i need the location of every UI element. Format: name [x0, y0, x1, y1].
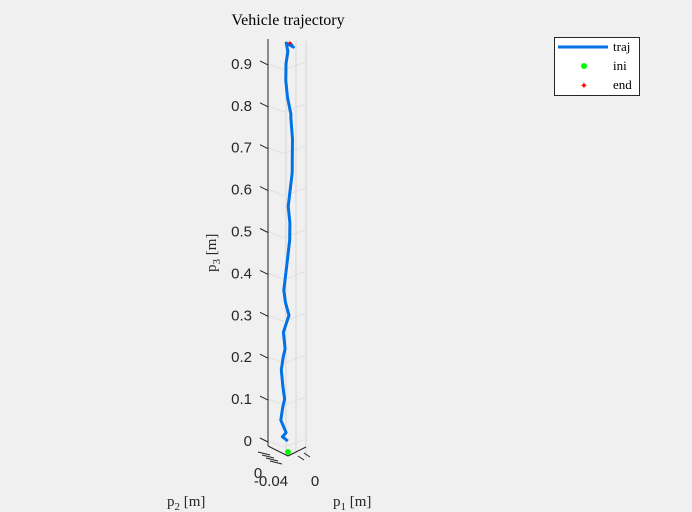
grid-line-z	[267, 61, 307, 71]
z-tick	[259, 60, 269, 66]
grid-lines	[267, 40, 307, 458]
x-tick	[297, 455, 305, 461]
grid-line-z	[267, 396, 307, 406]
legend-marker-end: ✦	[580, 81, 588, 92]
grid-line-z	[267, 103, 307, 113]
z-tick	[259, 395, 269, 401]
z-tick	[259, 311, 269, 317]
z-tick	[259, 228, 269, 233]
y-tick	[257, 451, 271, 456]
legend-label-traj: traj	[613, 39, 630, 54]
y-tick-label-neg004: -0.04	[254, 473, 288, 490]
z-tick	[259, 437, 269, 443]
z-tick	[259, 186, 269, 192]
z-axis-label: p3 [m]	[204, 234, 223, 272]
chart-title: Vehicle trajectory	[231, 12, 344, 29]
z-tick	[259, 144, 269, 150]
x-axis-line	[287, 446, 307, 457]
y-tick	[261, 454, 275, 459]
z-tick-label: 0.4	[231, 265, 252, 282]
z-tick-label: 0.5	[231, 224, 252, 241]
grid-line-z	[267, 312, 307, 322]
ini-marker	[285, 449, 291, 455]
trajectory-line	[279, 41, 295, 443]
legend: traj ini ✦ end	[554, 37, 640, 96]
z-tick-label: 0.7	[231, 140, 252, 157]
legend-label-ini: ini	[613, 58, 627, 73]
x-tick-label-0: 0	[311, 473, 319, 490]
z-tick-label: 0.9	[231, 56, 252, 73]
trajectory-plot: ✦	[279, 39, 295, 455]
z-tick-label: 0.3	[231, 307, 252, 324]
z-tick-label: 0.8	[231, 98, 252, 115]
grid-line-z	[267, 145, 307, 155]
z-tick	[259, 269, 269, 275]
z-tick-label: 0.6	[231, 182, 252, 199]
z-tick-label: 0	[244, 433, 252, 450]
z-tick-label: 0.2	[231, 349, 252, 366]
y-axis-line	[267, 445, 289, 457]
x-tick	[303, 452, 311, 458]
z-tick-label: 0.1	[231, 391, 252, 408]
legend-marker-ini	[581, 63, 587, 69]
y-axis-label: p2 [m]	[167, 494, 205, 512]
legend-label-end: end	[613, 77, 632, 92]
z-tick	[259, 353, 269, 359]
grid-line-z	[267, 187, 307, 197]
grid-line-z	[267, 229, 307, 239]
grid-line-z	[267, 438, 307, 448]
end-marker: ✦	[286, 39, 293, 48]
y-tick	[265, 457, 279, 462]
z-ticks: 0 0.1 0.2 0.3 0.4 0.5 0.6 0.7 0.8 0.9	[231, 56, 269, 450]
x-axis-label: p1 [m]	[333, 494, 371, 512]
y-tick	[269, 460, 283, 465]
z-tick	[259, 102, 269, 108]
grid-line-z	[267, 354, 307, 364]
y-tick-label-0: 0	[254, 465, 262, 482]
